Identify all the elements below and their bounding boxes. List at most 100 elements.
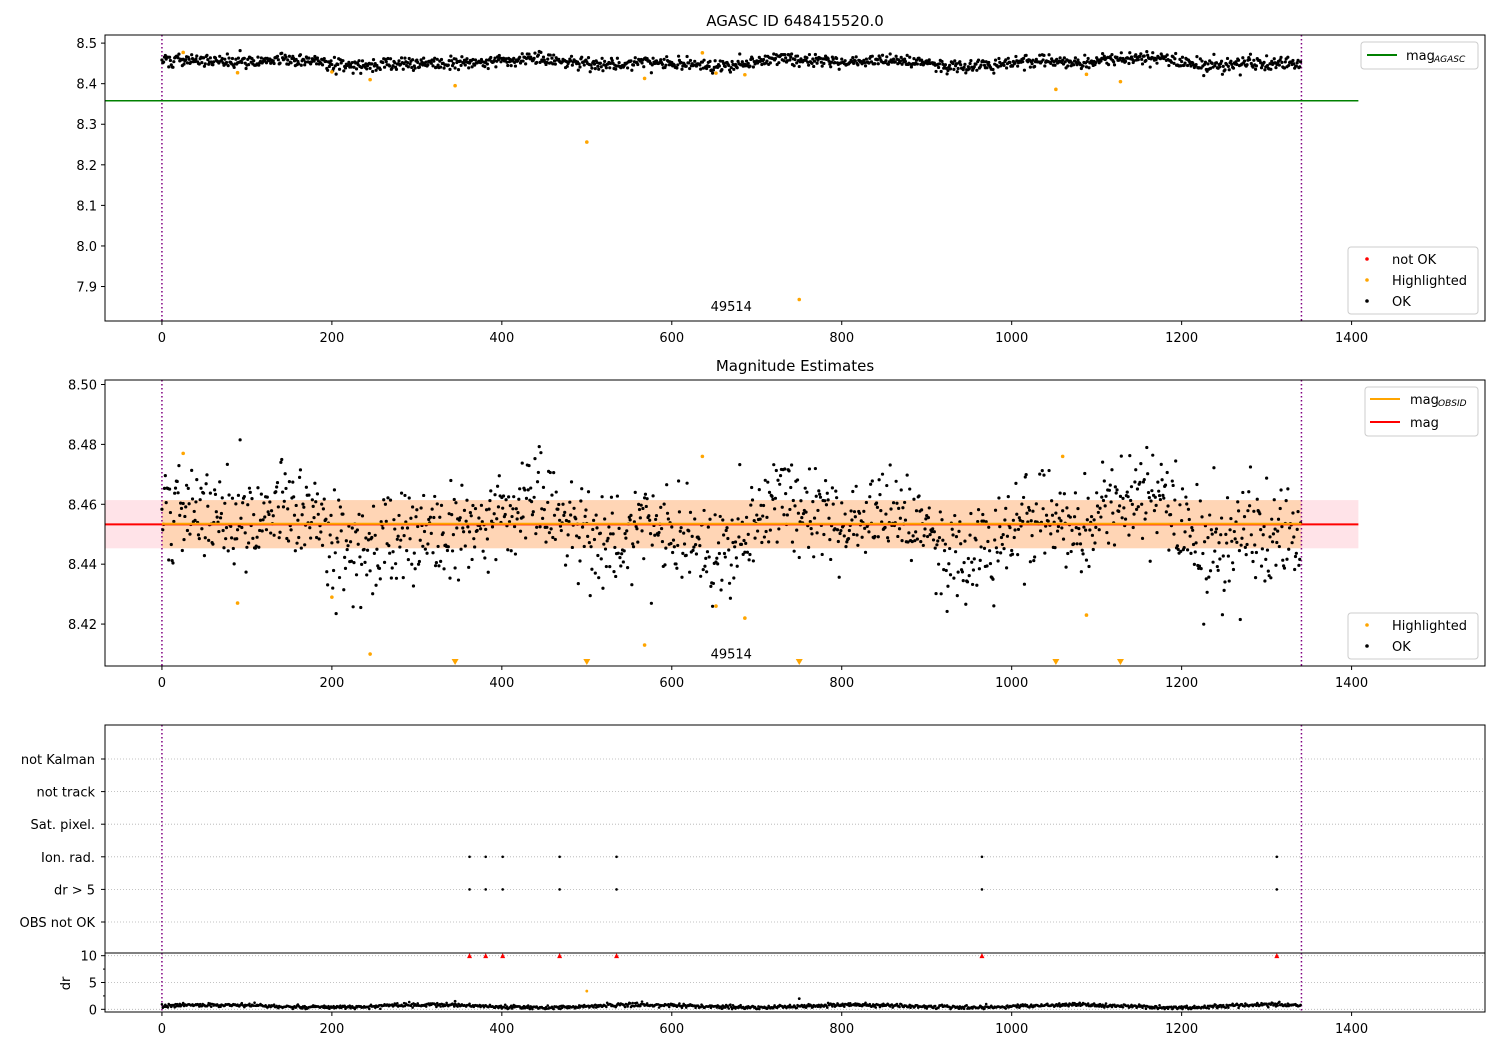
ok-point [171, 561, 175, 565]
ok-point [644, 504, 648, 509]
ok-point [782, 513, 786, 517]
ok-point [939, 69, 943, 74]
ok-point [1084, 528, 1088, 532]
ok-point [953, 513, 957, 518]
ok-point [1145, 50, 1149, 54]
ok-point [535, 525, 539, 529]
ok-point [186, 486, 190, 490]
ok-point [236, 493, 241, 497]
ok-point [1044, 524, 1048, 528]
flag-point [980, 855, 984, 859]
ok-point [432, 515, 436, 520]
ok-point [1074, 526, 1078, 530]
ok-point [997, 56, 1001, 61]
dr-point [452, 1005, 456, 1008]
dr-point [1267, 1005, 1270, 1009]
ok-point [506, 63, 510, 68]
ok-point [229, 524, 233, 528]
ok-point [1148, 559, 1152, 563]
ok-point [180, 548, 184, 553]
ok-point [205, 473, 209, 477]
ok-point [256, 55, 260, 59]
legend-label: Highlighted [1392, 274, 1467, 289]
ok-point [1200, 59, 1204, 63]
ok-point [676, 63, 680, 67]
ok-point [926, 516, 931, 520]
ok-point [777, 527, 781, 531]
ok-point [958, 520, 962, 524]
ok-point [1161, 493, 1165, 497]
ok-point [562, 513, 566, 517]
ok-point [1267, 574, 1271, 578]
ok-point [795, 478, 800, 482]
ok-point [337, 67, 342, 71]
ok-point [349, 65, 354, 69]
ok-point [527, 463, 531, 468]
ok-point [958, 60, 962, 64]
ok-point [1081, 64, 1085, 68]
ok-point [429, 61, 433, 65]
ok-point [538, 60, 542, 64]
off-scale-marker [1052, 659, 1060, 665]
ok-point [1262, 60, 1266, 64]
ok-point [351, 71, 355, 75]
ok-point [884, 59, 888, 63]
ok-point [870, 54, 874, 58]
dr-point [1207, 1007, 1211, 1010]
ok-point [590, 567, 594, 571]
ok-point [179, 501, 183, 505]
ok-point [1123, 59, 1128, 63]
ok-point [624, 536, 628, 540]
ok-point [1084, 558, 1089, 562]
dr-point [729, 1003, 732, 1006]
ok-point [454, 57, 458, 61]
ok-point [1065, 506, 1069, 510]
ok-point [303, 60, 308, 64]
ok-point [1212, 52, 1216, 56]
ok-point [495, 517, 499, 521]
y-tick-label: 5 [89, 977, 97, 992]
ok-point [1163, 483, 1168, 487]
ok-point [788, 58, 792, 62]
ok-point [1183, 530, 1187, 534]
ok-point [484, 508, 489, 512]
ok-point [884, 512, 888, 516]
ok-point [1248, 52, 1253, 56]
off-scale-marker [583, 659, 591, 665]
ok-point [1117, 509, 1121, 513]
ok-point [650, 543, 654, 547]
ok-point [298, 53, 303, 57]
ok-point [467, 565, 471, 569]
ok-point [867, 61, 871, 65]
ok-point [978, 558, 982, 562]
ok-point [622, 549, 626, 553]
dr-point [678, 1002, 681, 1005]
dr-point [499, 1004, 503, 1008]
ok-point [640, 61, 644, 65]
ok-point [854, 55, 858, 59]
ok-point [1278, 506, 1282, 511]
ok-point [1053, 546, 1057, 550]
highlighted-point [642, 643, 647, 647]
ok-point [1166, 504, 1170, 508]
ok-point [1208, 513, 1212, 517]
ok-point [972, 65, 976, 69]
ok-point [664, 63, 668, 67]
ok-point [863, 526, 867, 530]
ok-point [727, 581, 732, 585]
ok-point [1135, 487, 1140, 491]
ok-point [1134, 468, 1138, 472]
ok-point [477, 516, 481, 520]
ok-point [934, 69, 938, 74]
ok-point [276, 58, 280, 62]
ok-point [492, 512, 496, 516]
ok-point [1242, 527, 1246, 531]
ok-point [648, 532, 653, 536]
ok-point [722, 61, 726, 66]
ok-point [1192, 562, 1196, 566]
ok-point [272, 61, 276, 66]
ok-point [856, 543, 860, 547]
ok-point [292, 56, 296, 60]
ok-point [342, 69, 346, 73]
ok-point [1200, 515, 1204, 519]
